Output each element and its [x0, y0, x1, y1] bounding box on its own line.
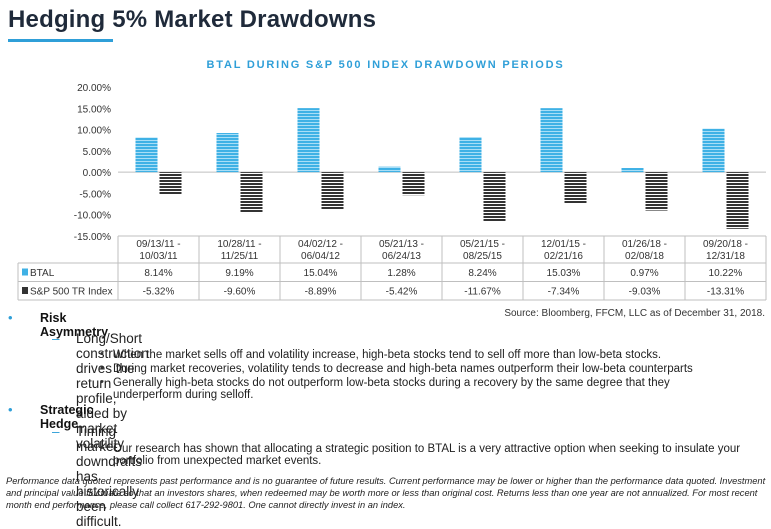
sp500-bar [159, 172, 182, 195]
x-tick-label: 08/25/15 [463, 251, 502, 262]
sub-bullet-dot: • [100, 348, 104, 360]
sp500-bar [645, 172, 668, 211]
y-tick-label: -10.00% [74, 211, 111, 222]
data-label: -8.89% [305, 287, 337, 298]
sp500-bar [402, 172, 425, 196]
data-label: 8.24% [468, 268, 496, 279]
page-title: Hedging 5% Market Drawdowns [8, 6, 377, 33]
sp500-bar [483, 172, 506, 222]
source-note: Source: Bloomberg, FFCM, LLC as of Decem… [504, 308, 765, 319]
x-tick-label: 10/28/11 - [217, 239, 261, 250]
y-tick-label: 20.00% [77, 83, 111, 94]
y-tick-label: 15.00% [77, 104, 111, 115]
x-tick-label: 11/25/11 [221, 251, 259, 262]
legend-label: BTAL [30, 268, 55, 279]
y-tick-label: 0.00% [83, 168, 111, 179]
btal-bar [135, 137, 158, 173]
x-tick-label: 09/13/11 - [136, 239, 180, 250]
btal-bar [459, 137, 482, 173]
data-label: -13.31% [707, 287, 744, 298]
x-tick-label: 05/21/15 - [460, 239, 505, 250]
btal-bar [621, 168, 644, 173]
sp500-bar [321, 172, 344, 210]
btal-bar [297, 108, 320, 173]
data-label: -9.60% [224, 287, 256, 298]
bullet-dot: • [8, 310, 13, 325]
x-tick-label: 12/01/15 - [541, 239, 586, 250]
risk-subheading: Long/Short construction drives the retur… [76, 331, 149, 451]
strategic-hedge-heading: Strategic Hedge [40, 403, 94, 431]
risk-point: When the market sells off and volatility… [113, 349, 662, 361]
y-tick-label: 5.00% [83, 147, 111, 158]
data-label: 10.22% [709, 268, 743, 279]
bullet-dot: • [8, 402, 13, 417]
title-underline [8, 39, 113, 42]
sub-bullet-dot: • [100, 376, 104, 388]
x-tick-label: 06/24/13 [382, 251, 421, 262]
dash-marker: – [52, 424, 60, 439]
chart-title: BTAL DURING S&P 500 INDEX DRAWDOWN PERIO… [206, 59, 565, 71]
risk-point: During market recoveries, volatility ten… [113, 363, 693, 375]
data-label: -7.34% [548, 287, 580, 298]
sp500-bar [240, 172, 263, 214]
x-tick-label: 10/03/11 [139, 251, 178, 262]
x-tick-label: 12/31/18 [706, 251, 745, 262]
data-label: 9.19% [225, 268, 253, 279]
x-tick-label: 02/21/16 [544, 251, 583, 262]
legend-swatch [22, 287, 28, 294]
btal-bar [540, 108, 563, 173]
sp500-bar [726, 172, 749, 229]
sub-bullet-dot: • [100, 362, 104, 374]
x-tick-label: 04/02/12 - [298, 239, 343, 250]
x-tick-label: 09/20/18 - [703, 239, 748, 250]
btal-bar [702, 128, 725, 173]
legend-swatch [22, 268, 28, 276]
y-tick-label: -5.00% [79, 189, 111, 200]
sub-bullet-dot: • [100, 442, 104, 454]
x-tick-label: 06/04/12 [301, 251, 340, 262]
y-tick-label: 10.00% [77, 126, 111, 137]
data-label: -5.42% [386, 287, 418, 298]
data-label: 8.14% [144, 268, 172, 279]
risk-asymmetry-heading: Risk Asymmetry [40, 311, 109, 339]
legend-label: S&P 500 TR Index [30, 287, 112, 298]
y-tick-label: -15.00% [74, 232, 111, 243]
performance-disclaimer: Performance data quoted represents past … [6, 476, 766, 510]
data-label: 0.97% [630, 268, 658, 279]
hedge-point: Our research has shown that allocating a… [113, 443, 741, 467]
btal-bar [378, 166, 401, 173]
data-label: 15.03% [547, 268, 581, 279]
data-label: -9.03% [629, 287, 661, 298]
x-tick-label: 02/08/18 [625, 251, 664, 262]
data-label: -11.67% [464, 287, 501, 298]
data-label: 1.28% [387, 268, 415, 279]
data-label: -5.32% [143, 287, 175, 298]
btal-bar [216, 133, 239, 173]
data-label: 15.04% [304, 268, 338, 279]
sp500-bar [564, 172, 587, 204]
x-tick-label: 01/26/18 - [622, 239, 667, 250]
drawdown-chart: 20.00% 15.00% 10.00% 5.00% 0.00% -5.00% -10.00… [17, 83, 767, 301]
risk-point: Generally high-beta stocks do not outper… [113, 377, 670, 401]
dash-marker: – [52, 331, 60, 346]
x-tick-label: 05/21/13 - [379, 239, 424, 250]
